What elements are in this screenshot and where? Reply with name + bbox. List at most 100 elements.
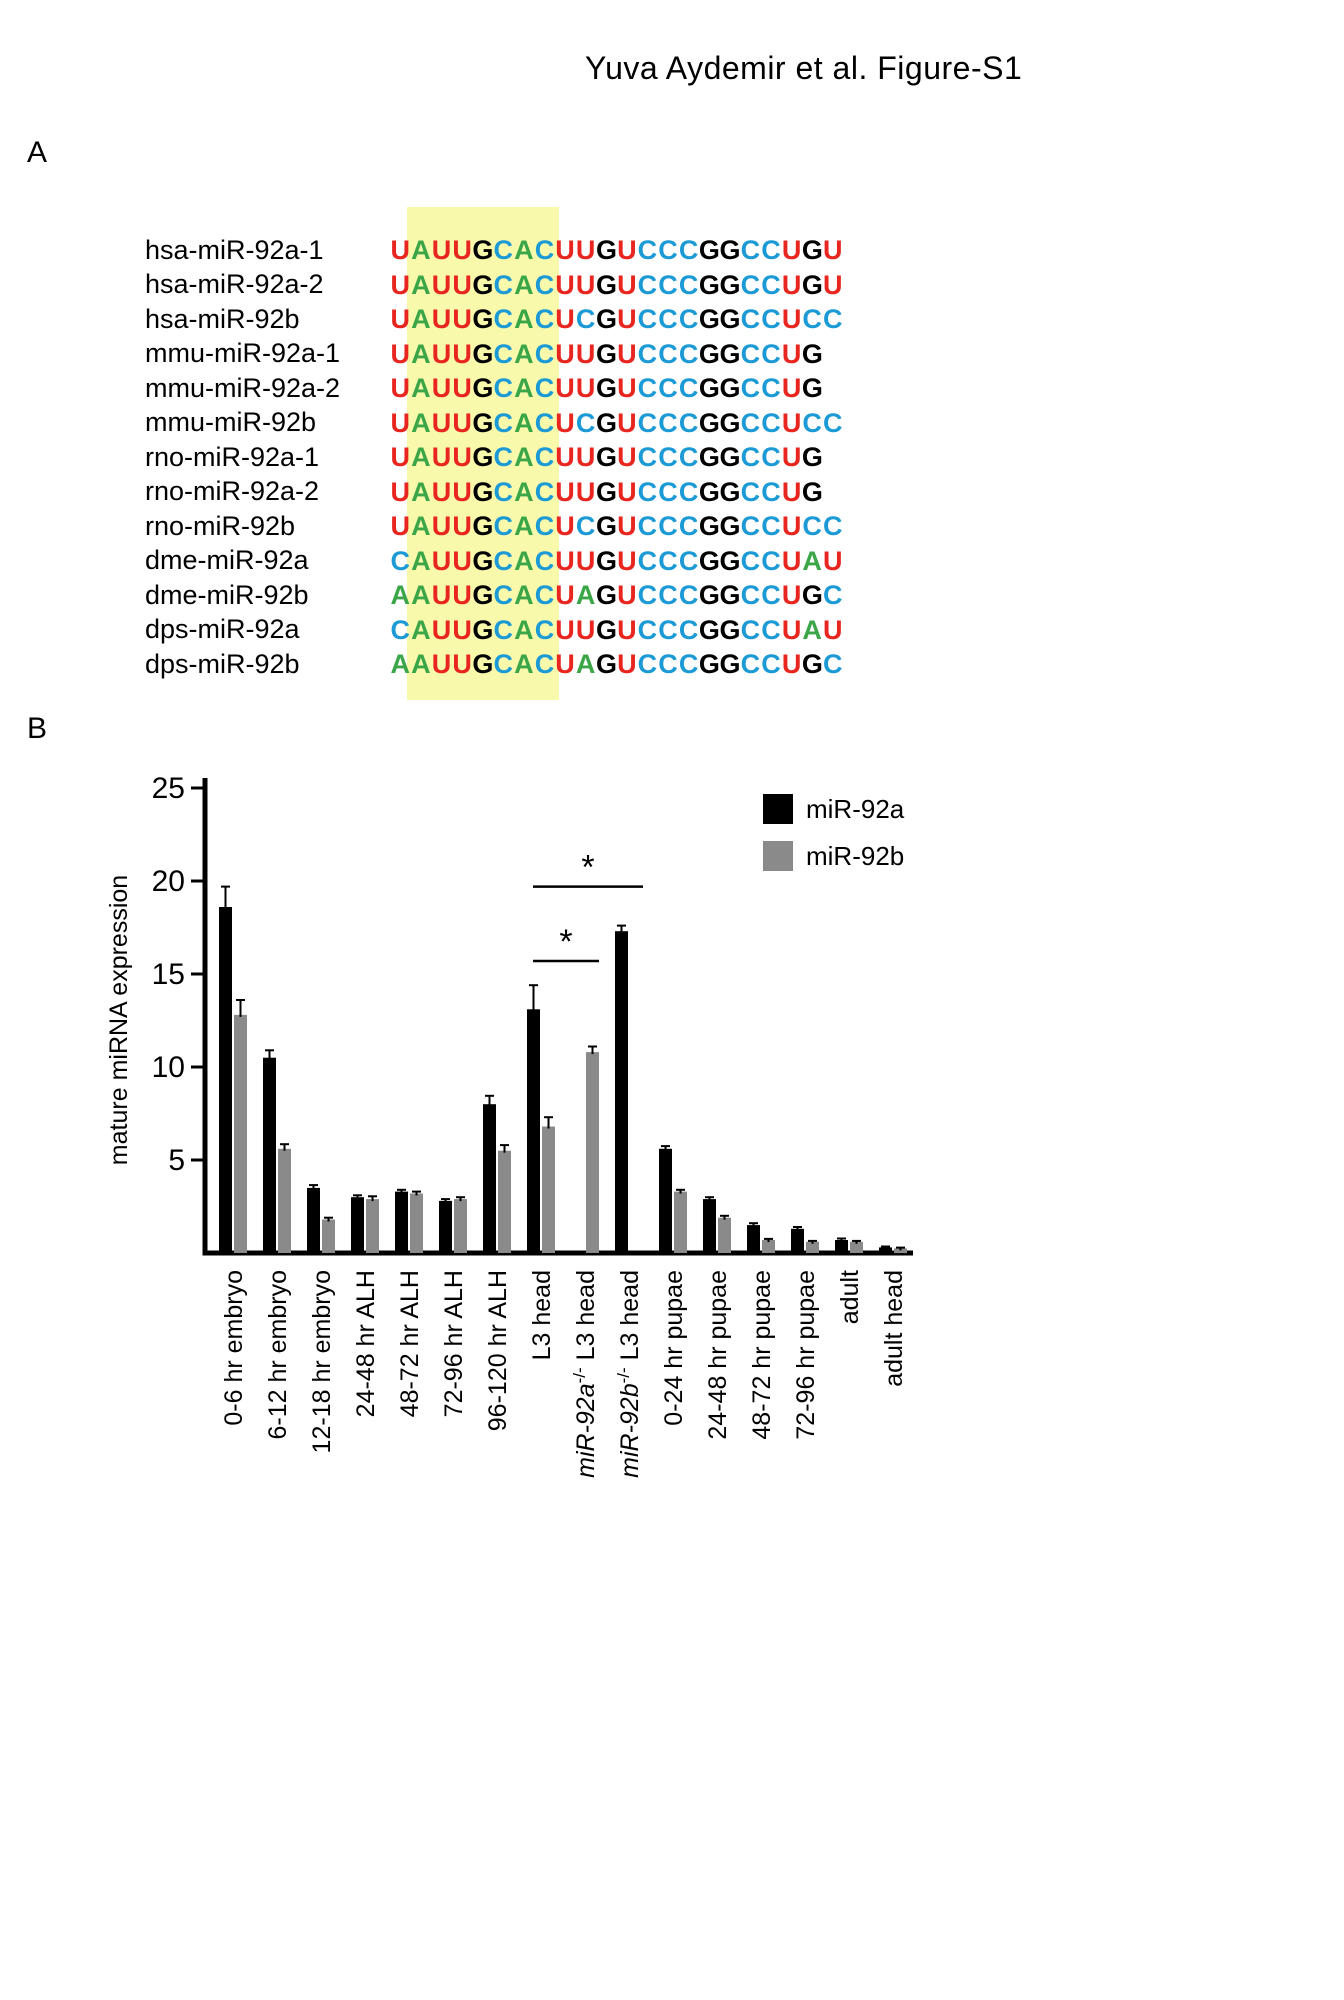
nucleotide: U [555, 442, 575, 472]
nucleotide: U [781, 511, 802, 541]
legend-swatch-miR-92b [763, 841, 793, 871]
x-category-label: 48-72 hr pupae [748, 1270, 776, 1440]
x-category-label: 24-48 hr pupae [704, 1270, 732, 1440]
nucleotide: G [801, 338, 823, 369]
nucleotide: C [493, 580, 514, 610]
bar-miR-92b [850, 1241, 863, 1253]
nucleotide: C [740, 235, 761, 265]
nucleotide: G [719, 235, 741, 265]
nucleotide: C [740, 338, 761, 369]
nucleotide: C [637, 511, 658, 541]
nucleotide: C [637, 407, 658, 438]
nucleotide: C [740, 511, 761, 541]
nucleotide: C [390, 545, 411, 576]
nucleotide: U [575, 338, 596, 369]
nucleotide: C [761, 442, 781, 472]
nucleotide: U [617, 614, 637, 645]
nucleotide: U [452, 269, 472, 300]
nucleotide: C [575, 304, 596, 334]
nucleotide: U [575, 476, 596, 507]
bar-miR-92a [483, 1104, 496, 1253]
nucleotide: C [658, 407, 678, 438]
legend-label: miR-92a [806, 794, 905, 824]
nucleotide: G [719, 580, 741, 610]
nucleotide: C [740, 580, 761, 610]
nucleotide: U [452, 373, 472, 403]
nucleotide: G [472, 649, 494, 679]
nucleotide: U [555, 269, 575, 300]
nucleotide: U [431, 235, 452, 265]
nucleotide: A [411, 407, 431, 438]
nucleotide: C [534, 442, 555, 472]
nucleotide: G [595, 545, 617, 576]
nucleotide: A [411, 373, 431, 403]
nucleotide: C [534, 476, 555, 507]
seed-highlight-band [406, 207, 559, 700]
nucleotide: C [678, 614, 699, 645]
alignment-row: hsa-miR-92b U A U U G C A C U C G U C C C G G C C U C C [145, 302, 843, 337]
nucleotide: G [595, 338, 617, 369]
nucleotide: A [514, 649, 534, 679]
bar-miR-92a [615, 931, 628, 1253]
nucleotide: C [740, 442, 761, 472]
nucleotide: G [698, 442, 720, 472]
nucleotide: C [637, 373, 658, 403]
nucleotide: U [390, 442, 411, 472]
nucleotide: C [678, 338, 699, 369]
nucleotide: C [637, 614, 658, 645]
bar-miR-92a [307, 1187, 320, 1253]
alignment-row: dme-miR-92b A A U U G C A C U A G U C C C G G C C U G C [145, 578, 843, 613]
x-category-label: adult head [880, 1270, 908, 1387]
mirna-name: hsa-miR-92a-1 [145, 234, 324, 265]
bar-miR-92b [454, 1199, 467, 1253]
nucleotide: U [431, 338, 452, 369]
nucleotide: G [801, 476, 823, 507]
nucleotide: C [678, 235, 699, 265]
nucleotide: C [678, 545, 699, 576]
nucleotide: G [698, 269, 720, 300]
nucleotide: G [595, 511, 617, 541]
panel-a-label: A [27, 136, 48, 169]
nucleotide: C [637, 442, 658, 472]
alignment-row: dps-miR-92a C A U U G C A C U U G U C C C G G C C U A U [145, 613, 843, 648]
nucleotide: U [431, 511, 452, 541]
alignment-row: mmu-miR-92a-2 U A U U G C A C U U G U C C C G G C C U G [145, 371, 843, 406]
nucleotide: C [823, 649, 843, 679]
nucleotide: U [781, 373, 802, 403]
alignment-row: hsa-miR-92a-2 U A U U G C A C U U G U C C C G G C C U G U [145, 268, 843, 303]
nucleotide: G [472, 373, 494, 403]
nucleotide: C [493, 511, 514, 541]
nucleotide: U [617, 304, 637, 334]
nucleotide: U [617, 338, 637, 369]
nucleotide: A [514, 614, 534, 645]
nucleotide: C [534, 304, 555, 334]
x-category-label: adult [836, 1270, 864, 1324]
nucleotide: U [575, 545, 596, 576]
y-tick-label: 25 [152, 772, 185, 805]
nucleotide: U [617, 269, 637, 300]
bar-miR-92b [674, 1191, 687, 1253]
nucleotide: G [595, 235, 617, 265]
y-tick-label: 5 [168, 1144, 185, 1177]
nucleotide: U [555, 373, 575, 403]
nucleotide: U [555, 476, 575, 507]
nucleotide: C [761, 511, 781, 541]
x-category-label: L3 head [528, 1270, 556, 1360]
nucleotide: G [472, 545, 494, 576]
x-category-label: 72-96 hr ALH [440, 1270, 468, 1417]
nucleotide: U [452, 407, 472, 438]
mirna-name: mmu-miR-92a-1 [145, 338, 341, 369]
x-category-label: 72-96 hr pupae [792, 1270, 820, 1440]
nucleotide: U [781, 304, 802, 334]
nucleotide: G [719, 373, 741, 403]
nucleotide: G [801, 649, 823, 679]
alignment-row: dps-miR-92b A A U U G C A C U A G U C C C G G C C U G C [145, 647, 843, 682]
nucleotide: U [781, 407, 802, 438]
nucleotide: A [802, 545, 822, 576]
